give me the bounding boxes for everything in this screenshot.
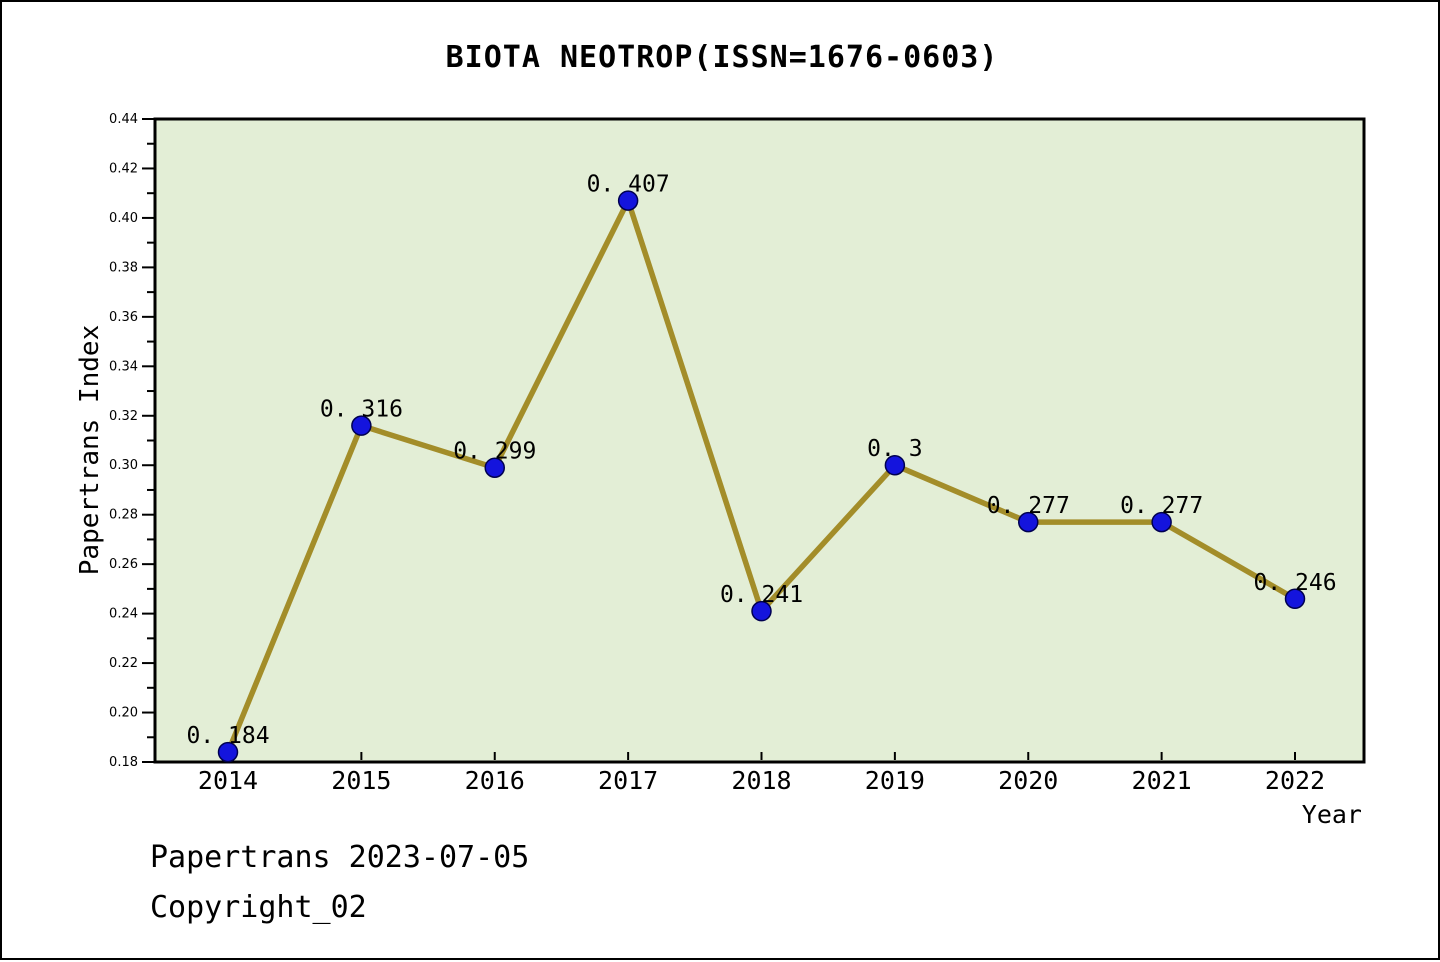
x-tick-label: 2014 [198,766,258,795]
y-tick-label: 0.26 [109,557,138,572]
data-point-label: 0. 184 [186,723,269,749]
y-tick-label: 0.24 [109,607,138,622]
x-tick-label: 2018 [731,766,791,795]
x-tick-label: 2015 [331,766,391,795]
x-tick-label: 2016 [465,766,525,795]
data-point [1018,511,1039,533]
data-point [1284,588,1306,610]
y-tick-label: 0.18 [109,755,138,770]
y-tick-label: 0.42 [109,161,138,176]
data-point-label: 0. 407 [587,172,670,198]
y-tick-label: 0.32 [109,409,138,424]
data-point-label: 0. 241 [720,582,803,608]
x-tick-label: 2020 [998,766,1058,795]
x-axis-label: Year [1301,800,1362,829]
y-tick-label: 0.38 [109,260,138,275]
y-axis-label: Papertrans Index [75,324,105,576]
plot-area [153,117,1366,764]
data-point [217,741,239,763]
x-tick-label: 2019 [865,766,925,795]
data-point [751,600,772,622]
data-point-label: 0. 3 [867,436,922,462]
data-point [1151,511,1172,533]
x-tick-label: 2017 [598,766,658,795]
x-tick-label: 2021 [1132,766,1192,795]
y-tick-label: 0.30 [109,458,138,473]
chart-title: BIOTA NEOTROP(ISSN=1676-0603) [445,40,999,75]
y-tick-label: 0.36 [109,310,138,325]
data-point-label: 0. 277 [1120,493,1203,519]
y-tick-label: 0.20 [109,706,138,721]
data-point-label: 0. 246 [1253,570,1336,596]
data-point [884,454,906,476]
footer-date: Papertrans 2023-07-05 [150,840,530,875]
y-tick-label: 0.34 [109,359,138,374]
data-point [351,415,372,436]
footer-copyright: Copyright_02 [150,890,367,925]
y-tick-label: 0.28 [109,508,138,523]
data-point [484,457,505,478]
y-tick-label: 0.40 [109,211,138,226]
y-tick-label: 0.44 [109,112,138,127]
data-point-label: 0. 277 [987,493,1070,519]
data-point-label: 0. 316 [320,397,403,423]
x-tick-label: 2022 [1265,766,1325,795]
data-point-label: 0. 299 [453,439,536,465]
data-point [617,190,639,211]
y-tick-label: 0.22 [109,656,138,671]
